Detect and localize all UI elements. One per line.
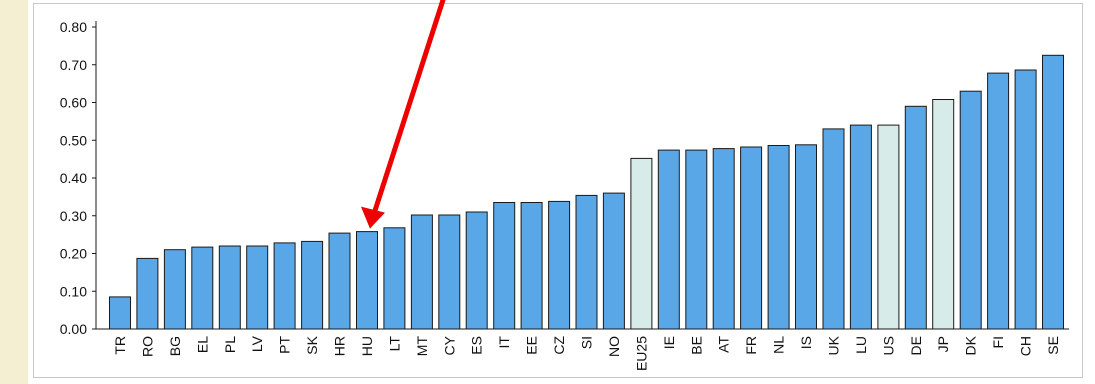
bar-jp — [932, 99, 955, 330]
x-tick-label: DK — [963, 335, 979, 355]
x-tick-label: CH — [1018, 336, 1034, 356]
bar-dk — [959, 90, 982, 330]
bar-cy — [438, 214, 461, 330]
annotation-arrowhead — [360, 206, 385, 229]
x-tick-label: ES — [469, 336, 485, 355]
y-axis: 0.00 0.10 0.20 0.30 0.40 0.50 0.60 0.70 0.80 — [60, 19, 97, 337]
y-tick-label: 0.30 — [60, 208, 87, 224]
bar-ie — [657, 149, 680, 330]
bar-ee — [520, 202, 543, 330]
x-tick-label: LU — [853, 336, 869, 354]
x-tick-label: US — [880, 336, 896, 355]
bar-is — [795, 144, 817, 330]
bar-fr — [740, 146, 763, 330]
x-tick-label: LT — [386, 336, 402, 352]
x-tick-label: TR — [112, 336, 128, 355]
x-tick-label: FR — [743, 336, 759, 355]
bar-lv — [246, 245, 269, 330]
bar-se — [1042, 54, 1064, 330]
bar-hr — [328, 232, 351, 330]
bar-ro — [136, 257, 159, 330]
bar-us — [877, 124, 900, 330]
bar-be — [685, 149, 708, 330]
x-tick-label: CY — [441, 335, 457, 355]
annotations — [360, 0, 446, 229]
x-tick-label: BE — [688, 336, 704, 355]
x-axis: TR RO BG EL PL LV PT SK HR HU LT MT CY ES IT EE CZ SI NO EU… — [96, 328, 1069, 371]
x-tick-label: SI — [579, 336, 595, 349]
bar-eu25 — [630, 157, 653, 330]
bar-es — [465, 211, 488, 330]
bar-mt — [410, 214, 433, 330]
x-tick-label: EE — [524, 336, 540, 355]
bars-group — [109, 54, 1064, 330]
bar-tr — [109, 296, 131, 330]
x-tick-label: MT — [414, 336, 430, 357]
y-tick-label: 0.80 — [60, 19, 87, 35]
bar-hu — [356, 231, 378, 330]
bar-el — [191, 246, 214, 330]
annotation-arrow-shaft — [372, 0, 446, 214]
x-tick-label: EU25 — [633, 336, 649, 371]
x-tick-label: DE — [908, 336, 924, 355]
y-tick-label: 0.10 — [60, 283, 87, 299]
y-tick-label: 0.60 — [60, 95, 87, 111]
x-tick-label: FI — [990, 336, 1006, 348]
x-tick-label: HU — [359, 336, 375, 356]
x-tick-label: IS — [798, 336, 814, 349]
bar-cz — [548, 200, 571, 330]
x-tick-label: LV — [249, 335, 265, 352]
x-tick-label: IE — [661, 336, 677, 349]
x-tick-label: BG — [167, 336, 183, 356]
bar-lu — [849, 124, 872, 330]
bar-nl — [767, 145, 790, 330]
x-tick-label: AT — [716, 336, 732, 353]
bar-pl — [218, 245, 241, 330]
y-tick-label: 0.70 — [60, 57, 87, 73]
bar-it — [493, 202, 516, 330]
y-tick-label: 0.40 — [60, 170, 87, 186]
x-tick-label: RO — [139, 336, 155, 357]
bar-at — [712, 148, 735, 330]
x-tick-label: PL — [222, 336, 238, 353]
bar-no — [602, 192, 625, 330]
x-tick-label: PT — [277, 336, 293, 354]
x-tick-label: SK — [304, 335, 320, 354]
bar-si — [575, 194, 598, 330]
x-tick-label: NL — [771, 336, 787, 354]
bar-pt — [273, 242, 296, 330]
bar-fi — [987, 72, 1010, 330]
bar-lt — [383, 227, 406, 330]
x-tick-label: JP — [935, 336, 951, 352]
bar-ch — [1014, 69, 1037, 330]
x-tick-label: CZ — [551, 336, 567, 355]
x-tick-label: NO — [606, 336, 622, 357]
x-tick-label: IT — [496, 336, 512, 349]
x-tick-label: HR — [332, 336, 348, 356]
bar-de — [904, 105, 927, 330]
x-tick-label: EL — [194, 336, 210, 353]
y-tick-label: 0.20 — [60, 246, 87, 262]
bar-uk — [822, 128, 845, 330]
y-tick-label: 0.50 — [60, 132, 87, 148]
x-tick-label: SE — [1045, 336, 1061, 355]
bar-sk — [301, 240, 324, 330]
y-tick-label: 0.00 — [60, 321, 87, 337]
left-margin-strip — [0, 0, 28, 384]
x-tick-label: UK — [826, 335, 842, 355]
bar-bg — [163, 249, 186, 330]
